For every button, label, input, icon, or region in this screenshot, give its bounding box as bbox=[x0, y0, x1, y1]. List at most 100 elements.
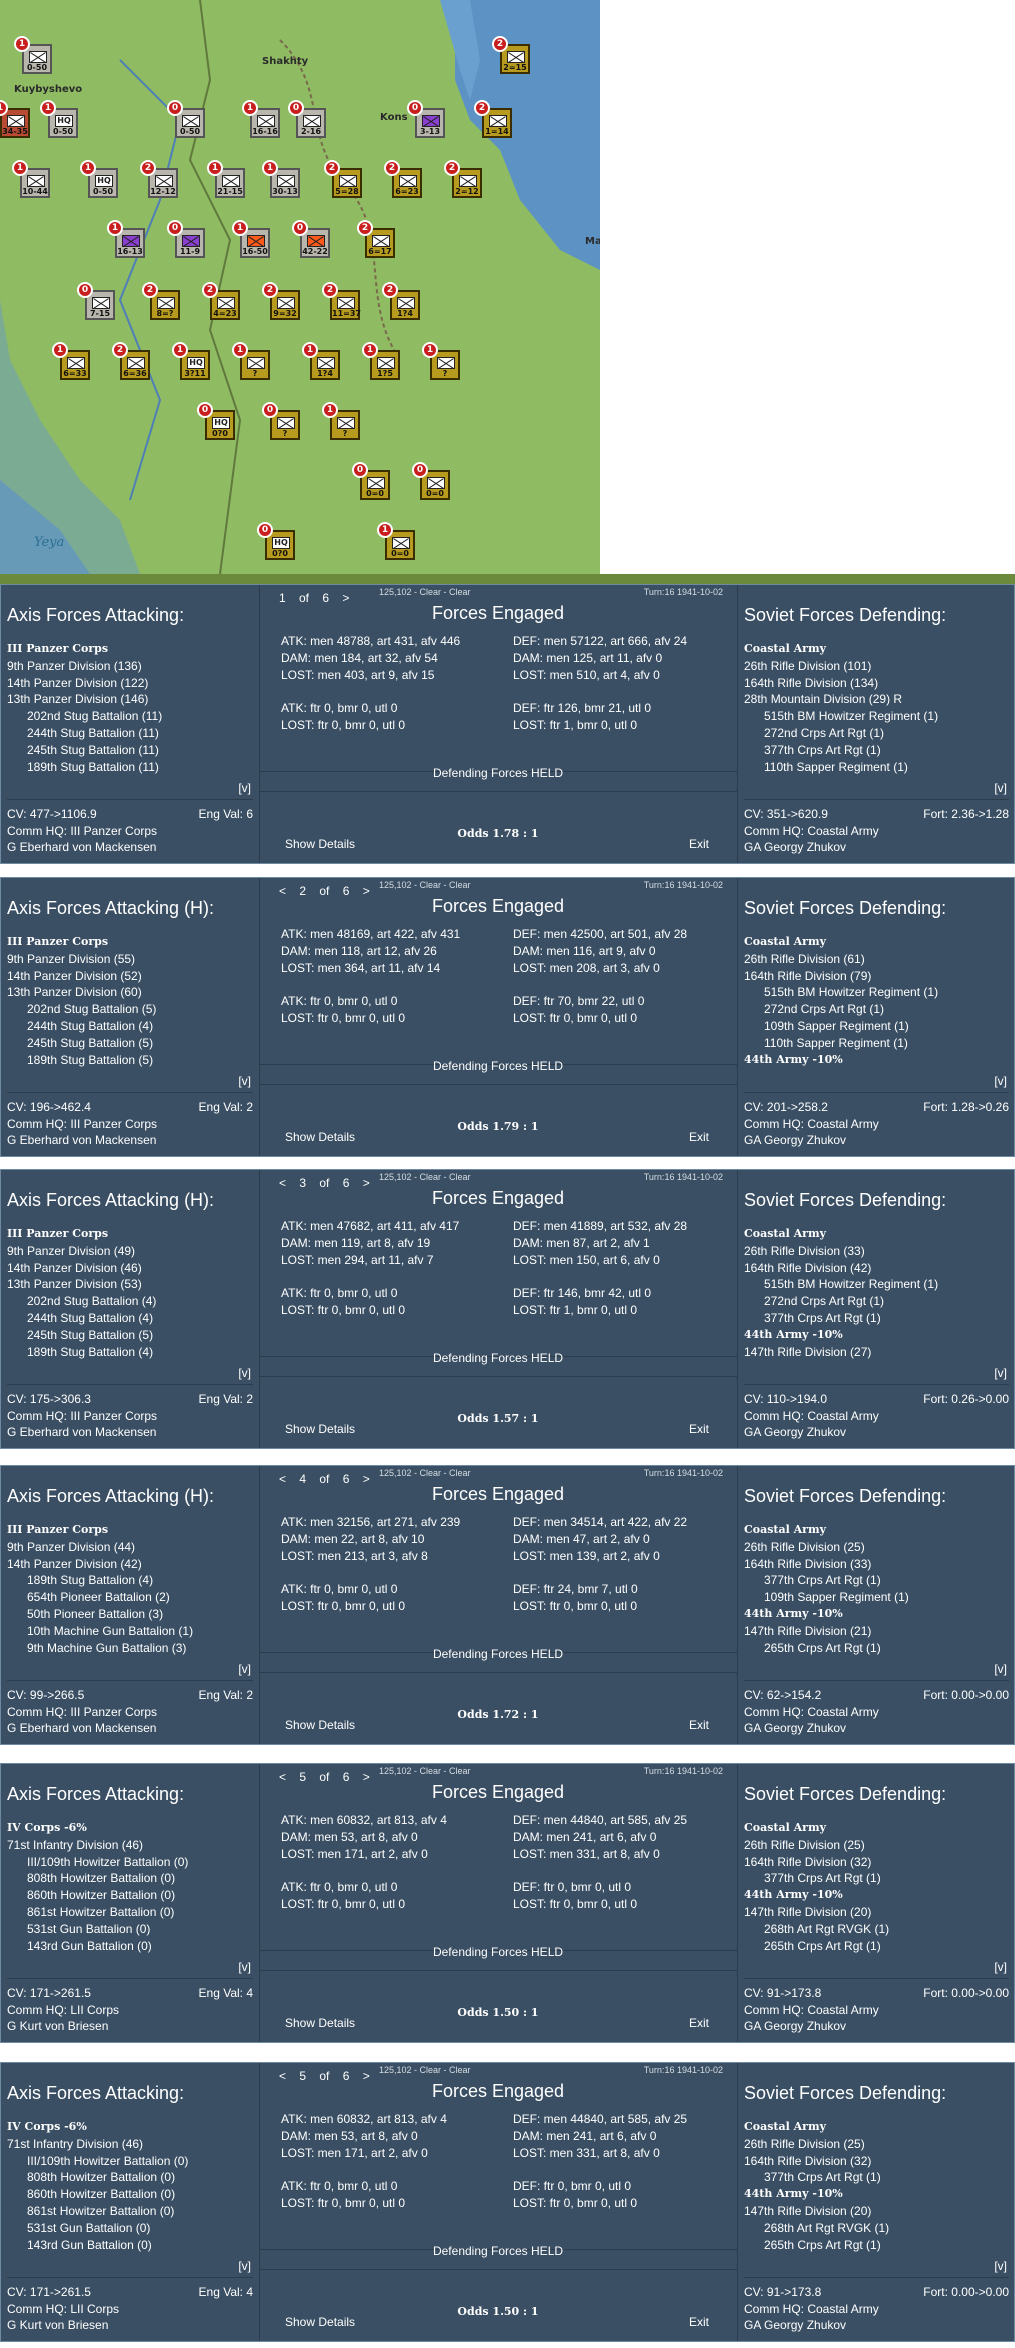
hex-terrain-info: 125,102 - Clear - Clear bbox=[379, 1172, 471, 1182]
defender-commander: GA Georgy Zhukov bbox=[744, 1425, 847, 1439]
exit-button[interactable]: Exit bbox=[688, 2315, 709, 2329]
unit-row: 272nd Crps Art Rgt (1) bbox=[764, 1294, 885, 1309]
map-unit-counter[interactable]: 2=15 bbox=[500, 44, 530, 74]
unit-strength-label: 21-15 bbox=[217, 187, 243, 196]
map-unit-counter[interactable]: 11=37 bbox=[330, 290, 361, 320]
attacker-expand-link[interactable]: [v] bbox=[238, 1366, 251, 1380]
attacker-column: Axis Forces Attacking (H): III Panzer Co… bbox=[1, 878, 260, 1156]
map-unit-counter[interactable]: 16-50 bbox=[240, 228, 270, 258]
unit-strength-label: 2=15 bbox=[503, 63, 527, 72]
defender-expand-link[interactable]: [v] bbox=[994, 1960, 1007, 1974]
defender-fort: Fort: 0.00->0.00 bbox=[923, 1688, 1009, 1702]
stat-line bbox=[281, 1268, 511, 1285]
stat-line: ATK: ftr 0, bmr 0, utl 0 bbox=[281, 994, 398, 1009]
exit-button[interactable]: Exit bbox=[688, 1422, 709, 1436]
unit-stack-badge: 2 bbox=[142, 282, 158, 298]
unit-row: 531st Gun Battalion (0) bbox=[27, 1921, 151, 1936]
battle-pager[interactable]: < 2 of 6 > bbox=[279, 884, 370, 898]
map-unit-counter[interactable]: 1=14 bbox=[482, 108, 512, 138]
show-details-button[interactable]: Show Details bbox=[285, 2016, 356, 2030]
unit-stack-badge: 1 bbox=[232, 220, 248, 236]
combat-report-panel: Axis Forces Attacking: IV Corps -6% 71st … bbox=[0, 2062, 1015, 2342]
unit-row: 189th Stug Battalion (11) bbox=[27, 759, 159, 774]
unit-strength-label: 6=36 bbox=[123, 369, 147, 378]
attacker-unit-list: III Panzer Corps 9th Panzer Division (55)… bbox=[7, 934, 156, 1068]
unit-row: Coastal Army bbox=[744, 935, 826, 948]
infantry-symbol-icon bbox=[277, 175, 295, 187]
stat-line: DAM: men 22, art 8, afv 10 bbox=[281, 1531, 425, 1546]
battle-result: Defending Forces HELD bbox=[259, 1351, 737, 1365]
attacker-expand-link[interactable]: [v] bbox=[238, 1960, 251, 1974]
battle-pager[interactable]: < 3 of 6 > bbox=[279, 1176, 370, 1190]
unit-strength-label: 2=12 bbox=[455, 187, 479, 196]
infantry-symbol-icon bbox=[337, 417, 355, 429]
show-details-button[interactable]: Show Details bbox=[285, 1130, 356, 1144]
map-unit-counter[interactable]: 0-50 bbox=[88, 168, 118, 198]
defender-expand-link[interactable]: [v] bbox=[994, 1662, 1007, 1676]
show-details-button[interactable]: Show Details bbox=[285, 2315, 356, 2329]
attacker-commander: G Eberhard von Mackensen bbox=[7, 840, 157, 854]
exit-button[interactable]: Exit bbox=[688, 2016, 709, 2030]
attacker-expand-link[interactable]: [v] bbox=[238, 1074, 251, 1088]
map-unit-counter[interactable]: 16-13 bbox=[115, 228, 145, 258]
exit-button[interactable]: Exit bbox=[688, 1130, 709, 1144]
map-unit-counter[interactable]: 34-35 bbox=[0, 108, 30, 138]
battle-result: Defending Forces HELD bbox=[259, 1059, 737, 1073]
unit-row: 202nd Stug Battalion (5) bbox=[27, 1002, 157, 1017]
defender-losses: DEF: men 44840, art 585, afv 25 DAM: men … bbox=[513, 1812, 723, 1913]
unit-stack-badge: 0 bbox=[167, 220, 183, 236]
unit-row: 9th Panzer Division (136) bbox=[7, 658, 142, 673]
unit-stack-badge: 1 bbox=[232, 342, 248, 358]
unit-stack-badge: 0 bbox=[167, 100, 183, 116]
map-unit-counter[interactable]: 1?4 bbox=[390, 290, 420, 320]
exit-button[interactable]: Exit bbox=[688, 837, 709, 851]
defender-expand-link[interactable]: [v] bbox=[994, 1074, 1007, 1088]
attacker-comm-hq: Comm HQ: III Panzer Corps bbox=[7, 823, 158, 838]
unit-row: 44th Army -10% bbox=[744, 1052, 843, 1066]
defender-header: Soviet Forces Defending: bbox=[744, 1784, 947, 1804]
defender-expand-link[interactable]: [v] bbox=[994, 781, 1007, 795]
stat-line: DAM: men 53, art 8, afv 0 bbox=[281, 1829, 418, 1844]
unit-row: 164th Rifle Division (42) bbox=[744, 1260, 872, 1275]
battle-pager[interactable]: 1 of 6 > bbox=[279, 591, 350, 605]
defender-expand-link[interactable]: [v] bbox=[994, 1366, 1007, 1380]
map-unit-counter[interactable]: 3-13 bbox=[415, 108, 445, 138]
map-unit-counter[interactable]: 5=28 bbox=[332, 168, 362, 198]
defender-commander: GA Georgy Zhukov bbox=[744, 2019, 847, 2033]
attacker-footer: CV: 477->1106.9 Eng Val: 6 Comm HQ: III … bbox=[7, 799, 253, 856]
hq-symbol-icon bbox=[95, 175, 113, 187]
battle-pager[interactable]: < 5 of 6 > bbox=[279, 2069, 370, 2083]
stat-line: LOST: men 331, art 8, afv 0 bbox=[513, 2145, 660, 2160]
map-unit-counter[interactable]: 0=0 bbox=[360, 470, 390, 500]
map-unit-counter[interactable]: 4=23 bbox=[210, 290, 240, 320]
attacker-expand-link[interactable]: [v] bbox=[238, 1662, 251, 1676]
show-details-button[interactable]: Show Details bbox=[285, 1422, 356, 1436]
attacker-header: Axis Forces Attacking: bbox=[7, 2083, 185, 2103]
unit-row: III Panzer Corps bbox=[7, 1523, 109, 1536]
show-details-button[interactable]: Show Details bbox=[285, 1718, 356, 1732]
unit-strength-label: 4=23 bbox=[213, 309, 237, 318]
unit-stack-badge: 2 bbox=[324, 160, 340, 176]
show-details-button[interactable]: Show Details bbox=[285, 837, 356, 851]
attacker-unit-list: III Panzer Corps 9th Panzer Division (44)… bbox=[7, 1522, 193, 1656]
battle-pager[interactable]: < 5 of 6 > bbox=[279, 1770, 370, 1784]
attacker-column: Axis Forces Attacking: III Panzer Corps 9… bbox=[1, 585, 260, 863]
unit-row: 377th Crps Art Rgt (1) bbox=[764, 742, 881, 757]
combat-odds: Odds 1.50 : 1 bbox=[457, 2006, 539, 2019]
unit-strength-label: 0-50 bbox=[92, 187, 114, 196]
defender-footer: CV: 91->173.8 Fort: 0.00->0.00 Comm HQ: … bbox=[744, 1978, 1009, 2035]
attacker-expand-link[interactable]: [v] bbox=[238, 2259, 251, 2273]
battle-pager[interactable]: < 4 of 6 > bbox=[279, 1472, 370, 1486]
unit-strength-label: 1?4 bbox=[317, 369, 333, 378]
unit-row: 14th Panzer Division (42) bbox=[7, 1556, 142, 1571]
map-unit-counter[interactable]: 0-50 bbox=[22, 44, 52, 74]
stat-line bbox=[281, 1862, 511, 1879]
defender-expand-link[interactable]: [v] bbox=[994, 2259, 1007, 2273]
unit-row: Coastal Army bbox=[744, 1227, 826, 1240]
map-unit-counter[interactable]: 9=32 bbox=[270, 290, 300, 320]
exit-button[interactable]: Exit bbox=[688, 1718, 709, 1732]
unit-stack-badge: 1 bbox=[262, 160, 278, 176]
attacker-expand-link[interactable]: [v] bbox=[238, 781, 251, 795]
hex-map[interactable]: Shakhty Kuybyshevo Kons Ma Yeya 0-50 1 34-… bbox=[0, 0, 600, 574]
map-unit-counter[interactable]: ? bbox=[270, 410, 300, 440]
